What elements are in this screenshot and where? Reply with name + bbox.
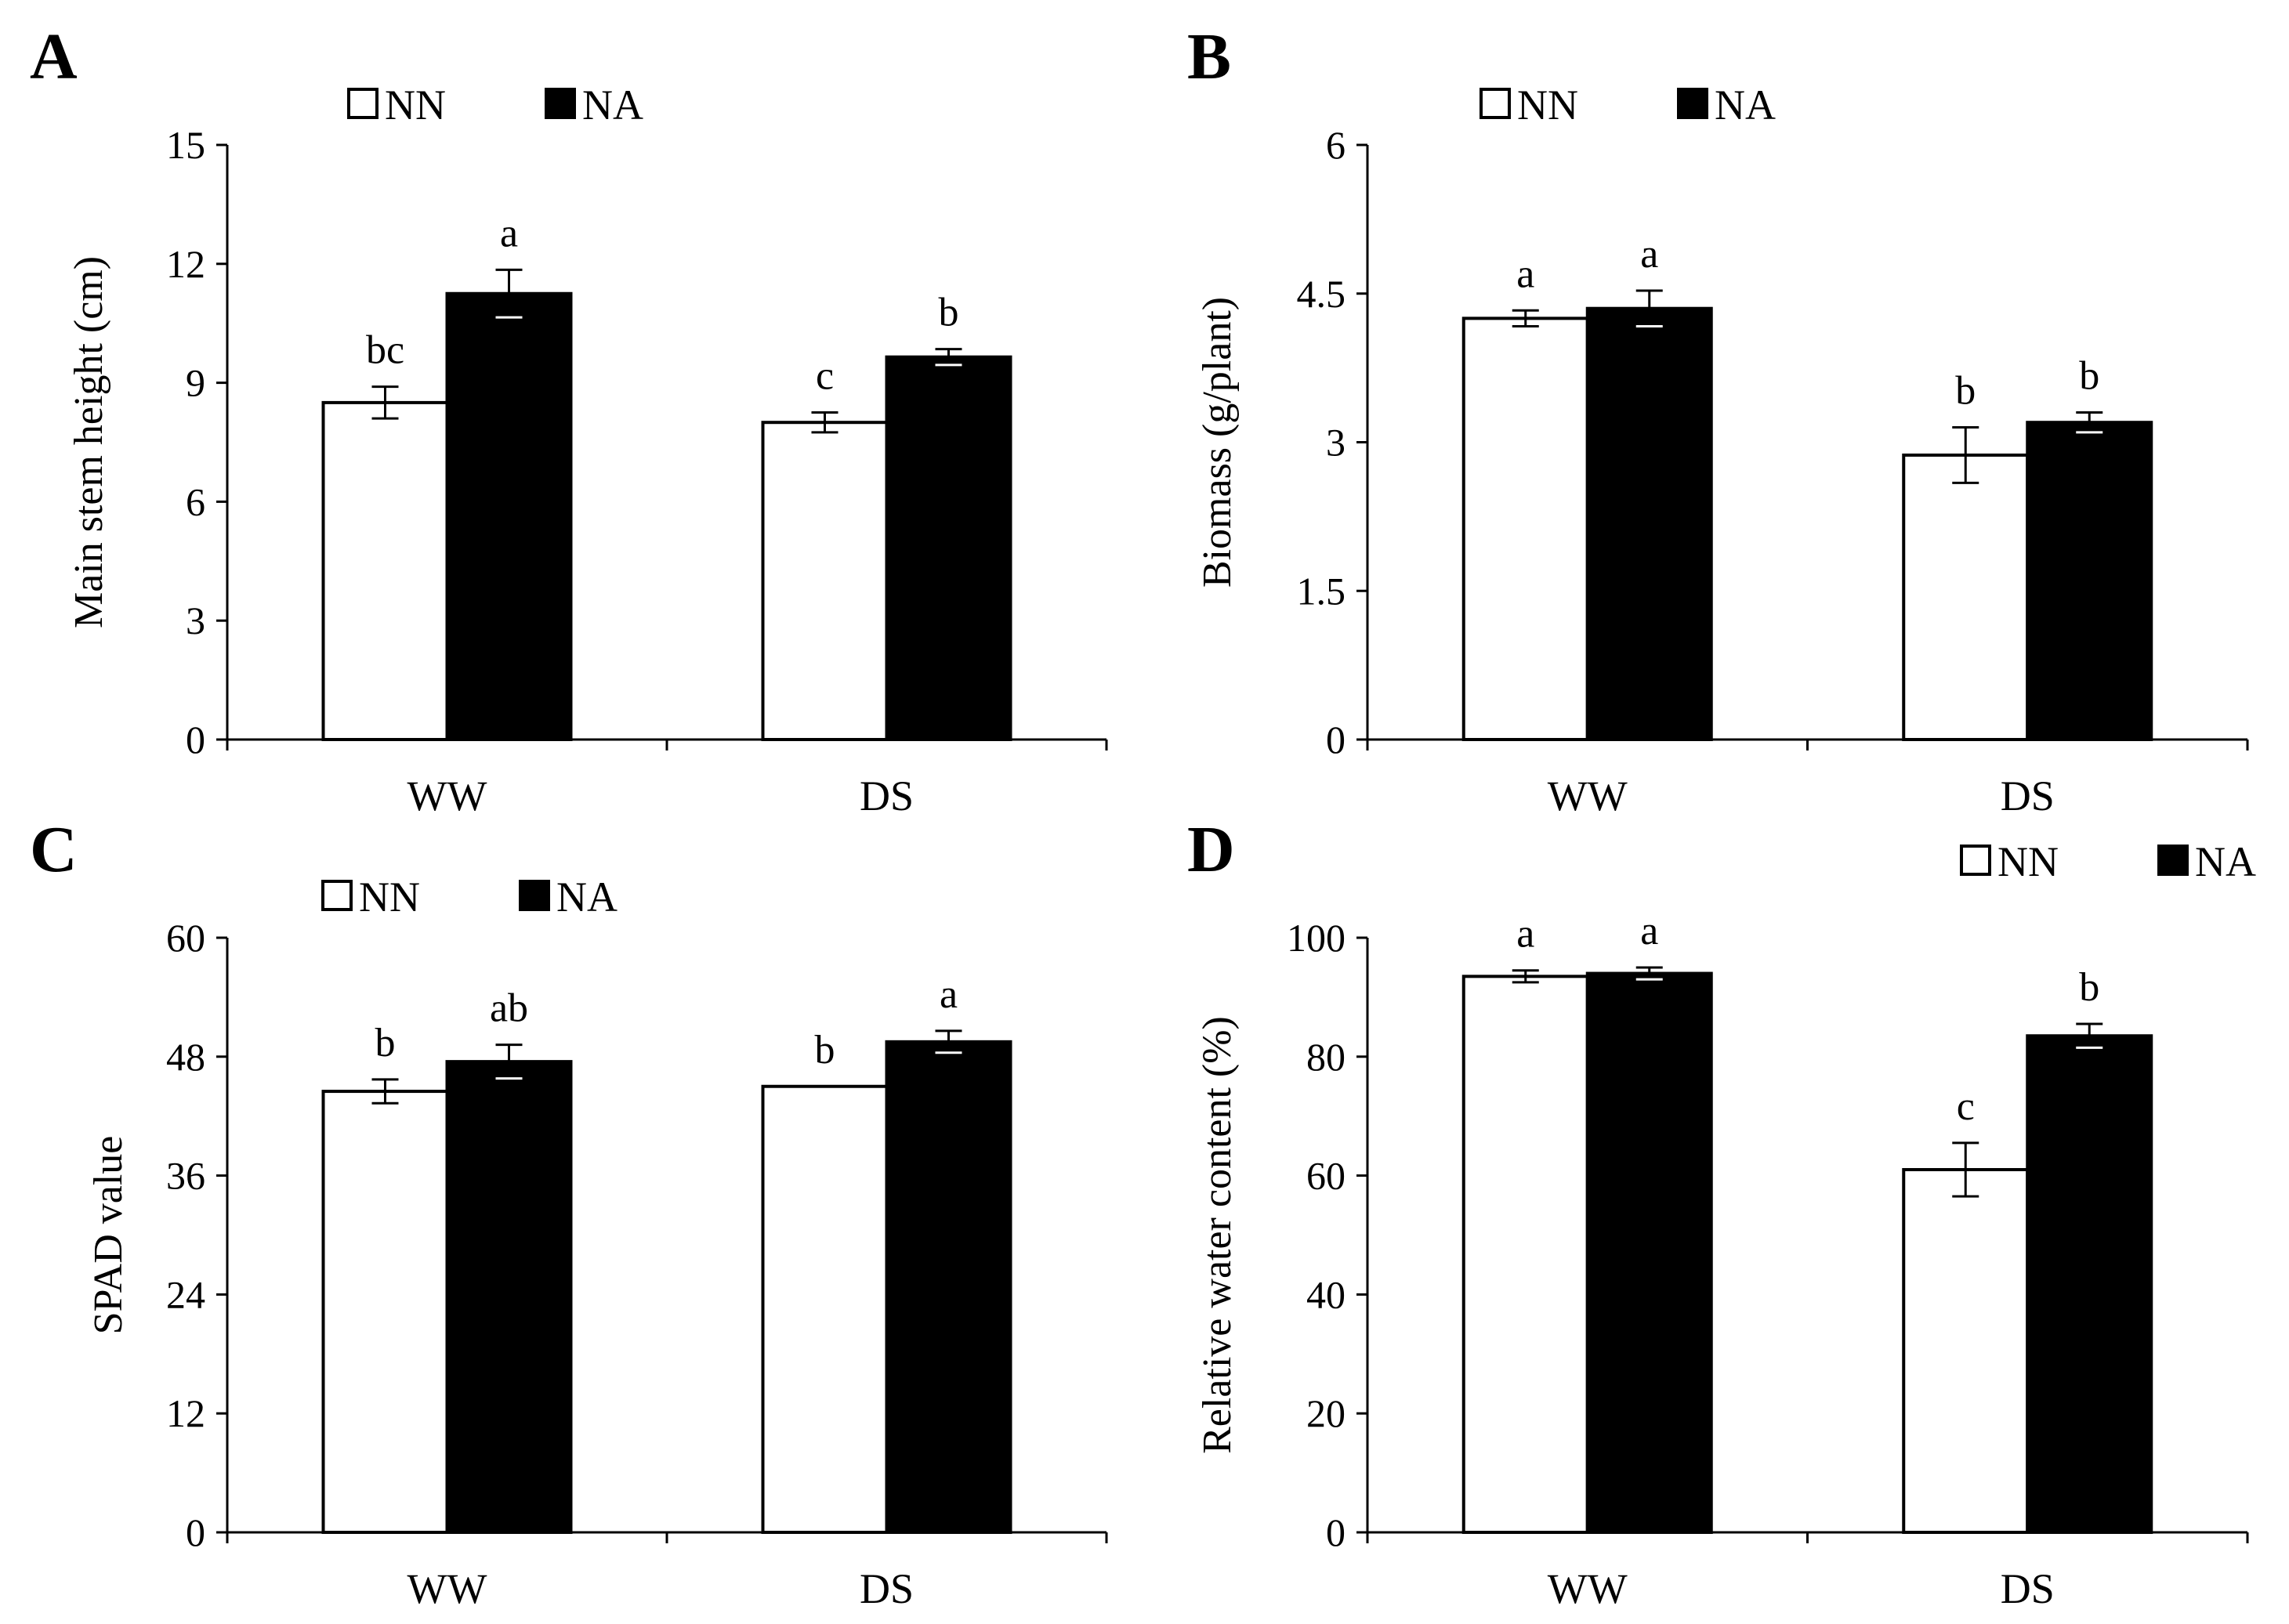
x-category-label: WW xyxy=(1548,1565,1628,1612)
significance-label: a xyxy=(1516,912,1534,957)
significance-label: c xyxy=(816,354,834,399)
significance-label: bc xyxy=(366,328,404,373)
legend-swatch-NA xyxy=(2157,845,2189,876)
y-tick-label: 0 xyxy=(1326,718,1346,761)
legend-swatch-NA xyxy=(519,880,550,911)
y-tick-label: 80 xyxy=(1306,1035,1346,1079)
y-tick-label: 9 xyxy=(186,361,205,405)
significance-label: b xyxy=(1955,369,1976,414)
significance-label: c xyxy=(1957,1084,1975,1129)
bar-NA-DS xyxy=(2026,421,2153,741)
y-tick-label: 12 xyxy=(166,1391,205,1435)
significance-label: a xyxy=(1516,251,1534,296)
panel-letter: B xyxy=(1187,20,1231,93)
significance-label: a xyxy=(1640,232,1658,277)
y-tick-label: 4.5 xyxy=(1297,272,1346,316)
bar-NA-DS xyxy=(2026,1034,2153,1534)
panel-letter: C xyxy=(30,813,78,886)
bar-NA-DS xyxy=(885,355,1012,741)
bar-NN-WW xyxy=(321,1090,449,1534)
legend-swatch-NN xyxy=(321,880,353,911)
y-tick-label: 6 xyxy=(1326,123,1346,167)
bar-NN-WW xyxy=(1461,316,1589,741)
y-axis-title: Biomass (g/plant) xyxy=(1195,297,1240,588)
panel-A: A 0 3 6 9 12 15 WW DS Main stem height (cm) bc c a b N… xyxy=(30,20,1108,819)
x-category-label: WW xyxy=(407,772,487,819)
y-axis-title: Main stem height (cm) xyxy=(67,256,111,628)
bar-NN-DS xyxy=(1902,453,2030,741)
bar-NN-DS xyxy=(761,1084,889,1534)
y-axis-title: Relative water content (%) xyxy=(1195,1016,1240,1454)
y-tick-label: 60 xyxy=(166,916,205,960)
x-category-label: DS xyxy=(2001,1565,2055,1612)
y-axis-title: SPAD value xyxy=(86,1136,131,1335)
significance-label: b xyxy=(815,1028,835,1072)
y-tick-label: 0 xyxy=(186,718,205,761)
bar-NA-WW xyxy=(1585,306,1713,742)
significance-label: b xyxy=(2079,354,2099,399)
bar-NN-WW xyxy=(1461,975,1589,1534)
y-tick-label: 100 xyxy=(1287,916,1346,960)
y-tick-label: 36 xyxy=(166,1154,205,1198)
y-tick-label: 0 xyxy=(1326,1510,1346,1554)
significance-label: a xyxy=(940,972,958,1017)
legend-label-NN: NN xyxy=(359,873,420,921)
legend-label-NA: NA xyxy=(2195,838,2256,885)
legend-swatch-NA xyxy=(545,88,576,119)
legend-swatch-NN xyxy=(347,88,378,119)
legend-label-NA: NA xyxy=(582,81,643,128)
y-tick-label: 48 xyxy=(166,1035,205,1079)
panel-D: D 0 20 40 60 80 100 WW DS Relative water content … xyxy=(1187,813,2256,1612)
y-tick-label: 60 xyxy=(1306,1154,1346,1198)
x-category-label: DS xyxy=(860,772,914,819)
y-tick-label: 0 xyxy=(186,1510,205,1554)
legend-label-NN: NN xyxy=(1517,81,1578,128)
y-tick-label: 3 xyxy=(1326,421,1346,465)
legend-swatch-NN xyxy=(1960,845,1991,876)
x-category-label: WW xyxy=(1548,772,1628,819)
significance-label: a xyxy=(1640,909,1658,953)
bar-NA-WW xyxy=(445,291,573,741)
legend-label-NN: NN xyxy=(385,81,446,128)
bar-NA-WW xyxy=(445,1060,573,1534)
y-tick-label: 40 xyxy=(1306,1272,1346,1316)
y-tick-label: 12 xyxy=(166,242,205,286)
bar-NN-DS xyxy=(1902,1168,2030,1534)
bar-NN-WW xyxy=(321,400,449,742)
legend-label-NA: NA xyxy=(1715,81,1776,128)
legend-label-NA: NA xyxy=(556,873,618,921)
x-category-label: DS xyxy=(2001,772,2055,819)
y-tick-label: 20 xyxy=(1306,1391,1346,1435)
y-tick-label: 1.5 xyxy=(1297,569,1346,613)
bar-NA-WW xyxy=(1585,971,1713,1535)
bar-NA-DS xyxy=(885,1040,1012,1534)
x-category-label: DS xyxy=(860,1565,914,1612)
significance-label: b xyxy=(375,1021,396,1065)
panel-letter: A xyxy=(30,20,78,93)
legend-swatch-NA xyxy=(1677,88,1708,119)
significance-label: a xyxy=(500,211,518,255)
y-tick-label: 3 xyxy=(186,599,205,642)
x-category-label: WW xyxy=(407,1565,487,1612)
significance-label: b xyxy=(2079,965,2099,1010)
significance-label: ab xyxy=(490,986,528,1031)
panel-B: B 0 1.5 3 4.5 6 WW DS Biomass (g/plant) a b a b NN NA xyxy=(1187,20,2249,819)
bar-NN-DS xyxy=(761,421,889,741)
y-tick-label: 24 xyxy=(166,1272,205,1316)
legend-swatch-NN xyxy=(1480,88,1511,119)
legend-label-NN: NN xyxy=(1997,838,2059,885)
y-tick-label: 15 xyxy=(166,123,205,167)
y-tick-label: 6 xyxy=(186,479,205,523)
panel-C: C 0 12 24 36 48 60 WW DS SPAD value b b ab a NN NA xyxy=(30,813,1108,1612)
panel-letter: D xyxy=(1187,813,1235,886)
significance-label: b xyxy=(939,291,959,335)
